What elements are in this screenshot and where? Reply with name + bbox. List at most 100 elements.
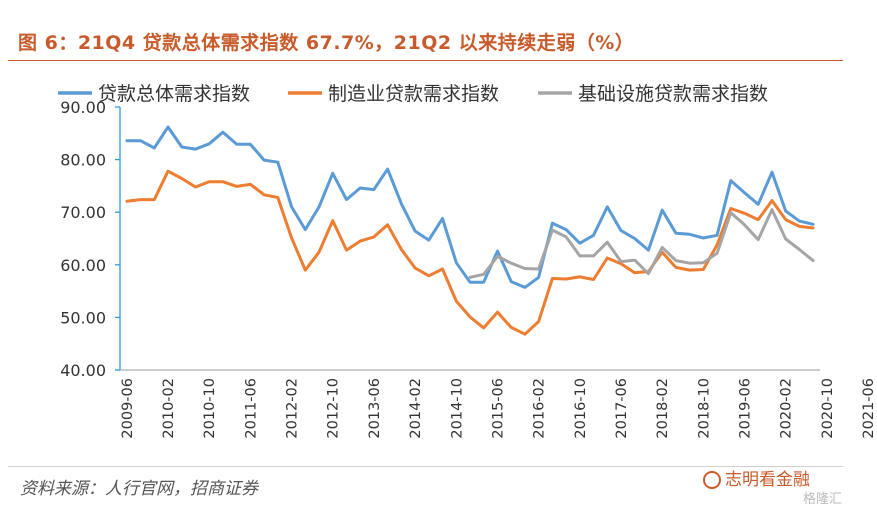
data-point — [620, 262, 622, 265]
data-point — [633, 237, 636, 240]
data-point — [537, 320, 540, 323]
data-point — [757, 203, 759, 206]
x-tick-label: 2009-06 — [120, 378, 136, 439]
x-tick-label: 2021-06 — [861, 378, 877, 439]
data-point — [730, 179, 732, 182]
data-point — [592, 234, 595, 237]
series-line-1 — [125, 125, 815, 289]
x-tick-label: 2018-02 — [655, 378, 671, 439]
data-point — [345, 249, 348, 251]
data-point — [208, 180, 210, 183]
data-point — [277, 196, 279, 199]
series-line-2 — [125, 169, 815, 336]
data-point — [647, 249, 650, 251]
data-point — [386, 168, 389, 170]
data-point — [428, 239, 430, 241]
data-point — [716, 244, 718, 246]
data-point — [304, 228, 307, 231]
data-point — [153, 147, 156, 149]
data-point — [181, 146, 183, 148]
x-tick-label: 2016-02 — [532, 378, 548, 439]
data-point — [249, 143, 252, 146]
legend-label: 基础设施贷款需求指数 — [578, 83, 768, 105]
y-tick-label: 60.00 — [60, 256, 106, 275]
data-point — [222, 131, 224, 133]
data-point — [812, 223, 814, 226]
x-tick-label: 2010-10 — [202, 378, 218, 439]
data-point — [784, 238, 787, 240]
data-point — [606, 241, 609, 243]
y-tick-label: 50.00 — [60, 308, 106, 327]
x-tick-label: 2015-06 — [490, 378, 506, 439]
data-point — [565, 228, 567, 231]
data-point — [414, 267, 416, 269]
data-point — [373, 236, 375, 238]
data-point — [661, 251, 663, 253]
data-point — [510, 262, 512, 264]
data-point — [496, 250, 499, 252]
data-point — [139, 198, 142, 201]
data-point — [331, 172, 334, 175]
data-point — [798, 220, 801, 222]
data-point — [688, 269, 691, 271]
wechat-icon — [703, 471, 721, 489]
data-point — [139, 139, 142, 142]
data-point — [537, 268, 540, 270]
data-point — [359, 187, 362, 189]
data-point — [579, 255, 581, 257]
watermark: 志明看金融 — [703, 465, 810, 490]
data-point — [661, 246, 663, 249]
y-tick-label: 80.00 — [60, 151, 106, 170]
data-point — [469, 281, 471, 283]
data-point — [675, 259, 677, 262]
data-point — [524, 267, 526, 270]
data-point — [565, 236, 567, 238]
x-tick-label: 2017-06 — [614, 378, 630, 439]
data-point — [482, 273, 485, 276]
legend-label: 贷款总体需求指数 — [98, 83, 250, 105]
x-tick-label: 2020-10 — [820, 378, 836, 439]
data-point — [359, 240, 362, 242]
data-point — [551, 277, 554, 280]
x-tick-label: 2014-02 — [408, 378, 424, 439]
series-line-3 — [468, 208, 815, 279]
data-point — [537, 276, 540, 279]
data-point — [455, 261, 458, 264]
data-point — [730, 211, 732, 214]
x-tick-label: 2012-10 — [326, 378, 342, 439]
legend-label: 制造业贷款需求指数 — [328, 83, 499, 105]
data-point — [482, 327, 485, 329]
data-point — [290, 206, 293, 208]
data-point — [633, 271, 636, 274]
data-point — [510, 326, 512, 329]
x-tick-label: 2013-06 — [367, 378, 383, 439]
data-point — [400, 248, 403, 251]
data-point — [592, 278, 595, 281]
data-point — [277, 161, 279, 163]
data-point — [414, 230, 416, 232]
x-tick-label: 2018-10 — [696, 378, 712, 439]
watermark-secondary: 格隆汇 — [803, 492, 843, 507]
data-point — [757, 218, 759, 221]
data-point — [331, 219, 334, 222]
data-point — [592, 255, 595, 257]
data-point — [181, 177, 183, 180]
data-point — [524, 286, 526, 289]
data-point — [633, 259, 636, 261]
data-point — [249, 183, 252, 186]
data-point — [318, 251, 320, 253]
data-point — [153, 198, 156, 201]
data-point — [496, 255, 499, 258]
y-tick-label: 90.00 — [60, 98, 106, 117]
data-point — [345, 198, 348, 201]
data-point — [469, 276, 471, 279]
data-point — [167, 126, 169, 128]
data-point — [386, 224, 389, 226]
data-point — [675, 266, 677, 269]
data-point — [167, 170, 169, 172]
data-point — [702, 237, 705, 239]
data-point — [482, 281, 485, 283]
data-point — [675, 232, 677, 234]
data-point — [784, 210, 787, 212]
data-point — [318, 206, 320, 208]
